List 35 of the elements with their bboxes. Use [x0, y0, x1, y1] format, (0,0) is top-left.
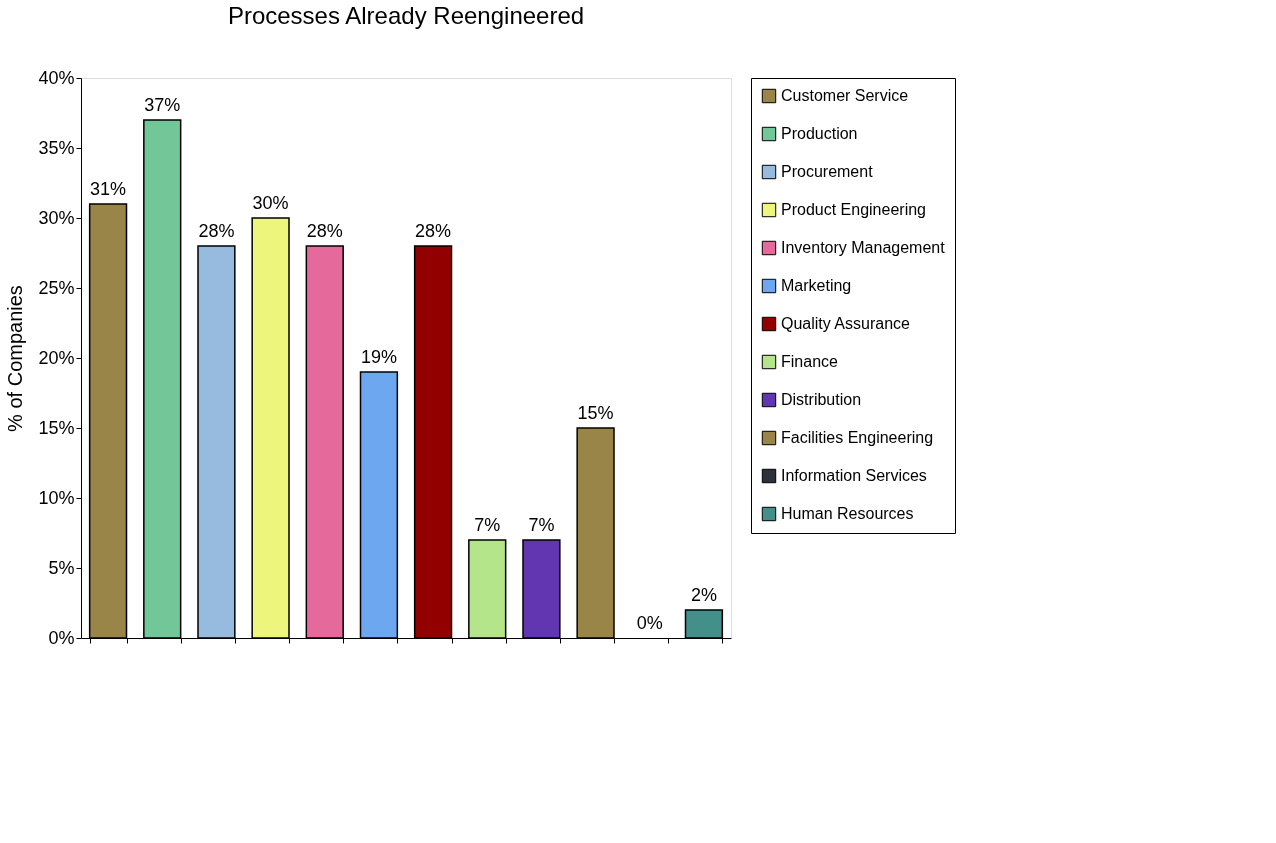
y-axis-title: % of Companies: [4, 285, 27, 432]
legend-label: Marketing: [781, 277, 852, 294]
y-tick-label: 20%: [38, 347, 75, 368]
y-tick-label: 40%: [38, 67, 75, 88]
legend-label: Inventory Management: [781, 239, 946, 256]
y-tick-label: 0%: [48, 627, 75, 648]
legend-label: Production: [781, 125, 858, 142]
y-tick-label: 35%: [38, 137, 75, 158]
legend-label: Facilities Engineering: [781, 429, 934, 446]
y-tick-label: 5%: [48, 557, 75, 578]
legend-label: Information Services: [781, 467, 927, 484]
y-tick-label: 10%: [38, 487, 75, 508]
legend-label: Procurement: [781, 163, 874, 180]
data-label: 0%: [636, 613, 663, 633]
chart-title: Processes Already Reengineered: [227, 2, 585, 29]
data-label: 28%: [415, 221, 452, 241]
legend-label: Customer Service: [781, 87, 909, 104]
data-label: 2%: [690, 585, 717, 605]
y-tick-label: 30%: [38, 207, 75, 228]
data-label: 31%: [90, 179, 127, 199]
legend-label: Human Resources: [781, 505, 914, 522]
data-label: 28%: [198, 221, 235, 241]
data-label: 28%: [306, 221, 343, 241]
y-tick-label: 15%: [38, 417, 75, 438]
data-label: 30%: [252, 193, 289, 213]
legend-label: Finance: [781, 353, 839, 370]
data-label: 15%: [577, 403, 614, 423]
legend-label: Quality Assurance: [781, 315, 911, 332]
legend-label: Product Engineering: [781, 201, 926, 218]
y-tick-label: 25%: [38, 277, 75, 298]
legend-label: Distribution: [781, 391, 862, 408]
data-label: 19%: [360, 347, 397, 367]
data-label: 37%: [144, 95, 181, 115]
data-label: 7%: [528, 515, 555, 535]
data-label: 7%: [474, 515, 501, 535]
